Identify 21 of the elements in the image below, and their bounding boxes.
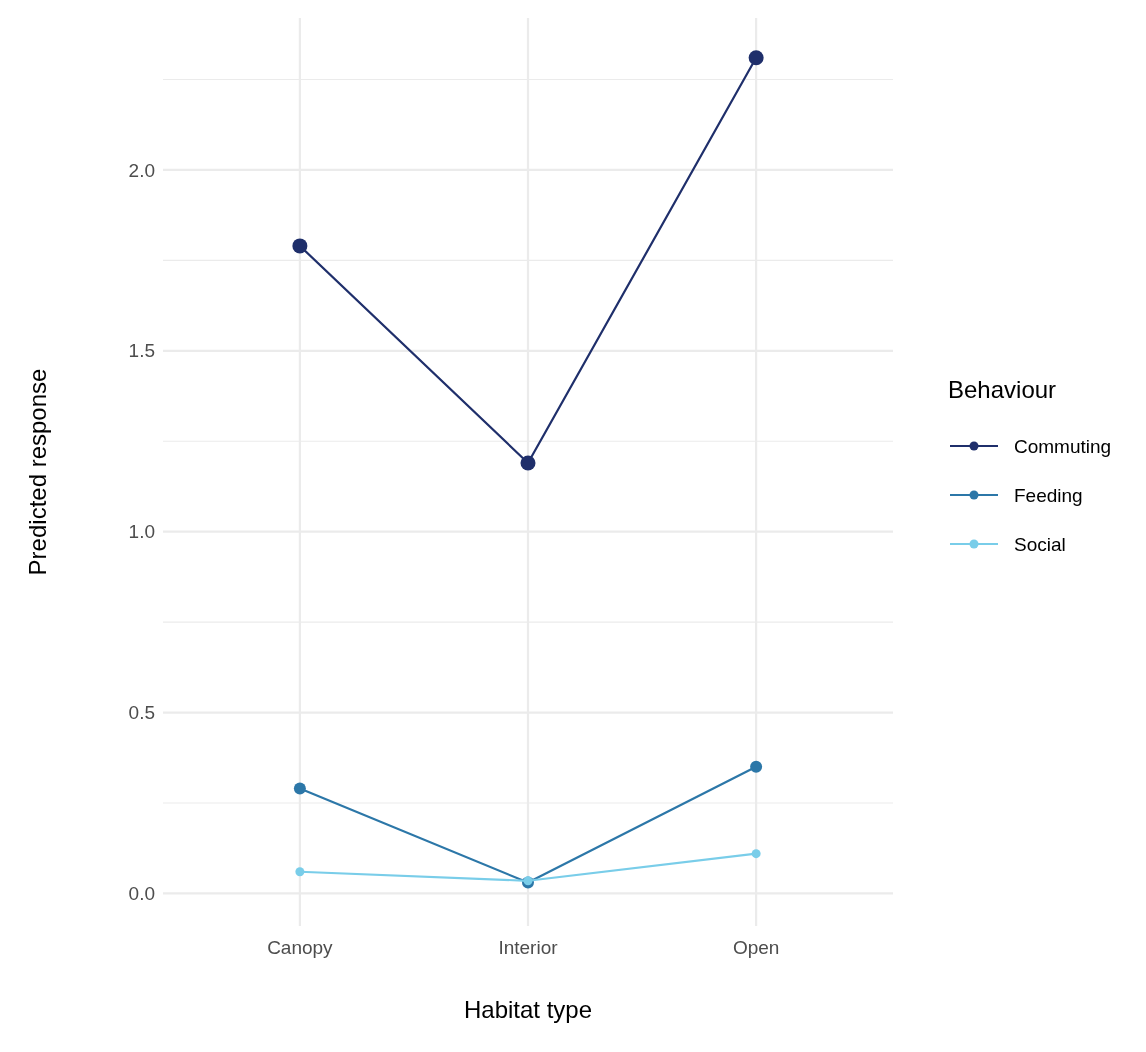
x-axis-title: Habitat type	[463, 996, 593, 1023]
x-tick-label: Open	[732, 937, 780, 958]
y-tick-label: 0.5	[128, 702, 155, 724]
point	[293, 782, 306, 795]
legend-label: Social	[1014, 533, 1066, 555]
legend-label: Commuting	[1014, 435, 1112, 457]
legend-title: Behaviour	[948, 376, 1057, 403]
y-axis-title: Predicted response	[24, 368, 51, 576]
point	[520, 455, 536, 471]
point	[750, 760, 763, 773]
y-tick-label: 0.0	[128, 883, 155, 905]
y-tick-label: 1.0	[128, 521, 155, 543]
point	[751, 849, 761, 859]
point	[748, 50, 764, 66]
x-tick-label: Canopy	[267, 937, 334, 958]
y-tick-label: 1.5	[128, 340, 155, 362]
point	[295, 867, 305, 877]
legend-label: Feeding	[1014, 484, 1083, 506]
x-tick-label: Interior	[498, 937, 559, 958]
y-tick-label: 2.0	[128, 159, 155, 181]
point	[292, 238, 308, 254]
